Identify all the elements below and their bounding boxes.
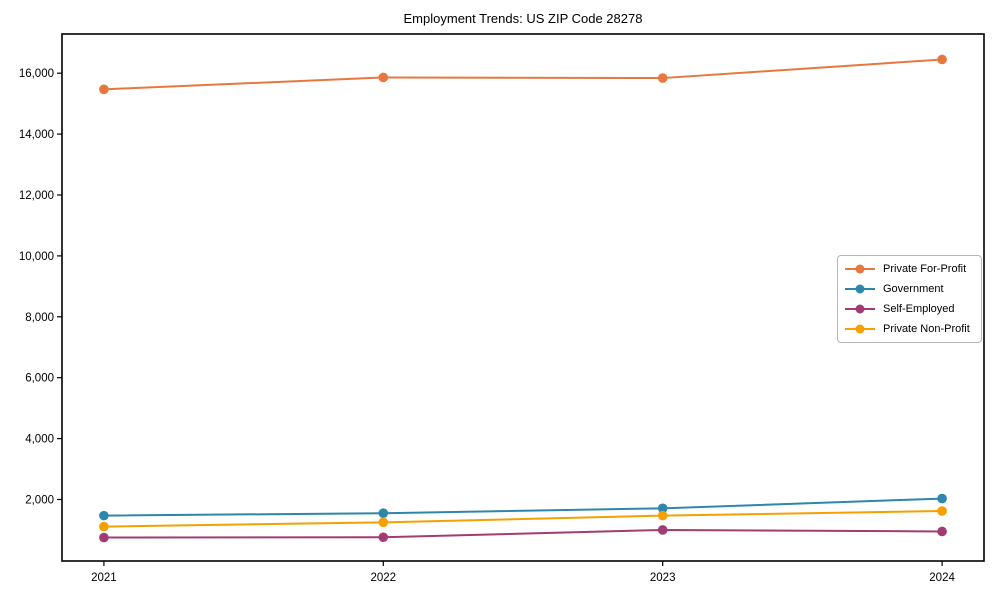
series-line-government <box>102 497 944 517</box>
data-point-private-for-profit-2021 <box>99 84 109 95</box>
y-tick-label: 14,000 <box>19 129 54 141</box>
data-point-private-non-profit-2024 <box>937 506 947 516</box>
series-line-private-for-profit <box>102 58 944 91</box>
data-point-government-2023 <box>657 503 668 514</box>
legend-marker-private-for-profit <box>845 264 875 274</box>
data-point-private-for-profit-2022 <box>378 72 389 83</box>
data-point-private-non-profit-2022 <box>378 517 389 528</box>
legend-label-self-employed: Self-Employed <box>883 303 955 315</box>
y-tick-label: 2,000 <box>25 494 54 506</box>
data-point-government-2021 <box>99 510 109 521</box>
x-tick-label: 2021 <box>91 572 117 584</box>
legend-item-private-non-profit: Private Non-Profit <box>845 319 981 339</box>
y-tick-label: 8,000 <box>25 312 54 324</box>
y-tick-label: 6,000 <box>25 373 54 385</box>
chart-title: Employment Trends: US ZIP Code 28278 <box>403 11 643 26</box>
y-tick-label: 16,000 <box>19 68 54 80</box>
data-point-self-employed-2022 <box>378 532 389 543</box>
data-point-private-non-profit-2021 <box>99 521 109 532</box>
x-tick-label: 2022 <box>371 572 397 584</box>
series-line-self-employed <box>102 528 944 539</box>
legend: Private For-Profit Government Self-Employe… <box>837 255 982 343</box>
legend-marker-government <box>845 284 875 294</box>
data-point-private-non-profit-2023 <box>657 510 668 521</box>
data-point-self-employed-2023 <box>657 525 668 535</box>
data-point-private-for-profit-2023 <box>657 73 668 83</box>
x-tick-label: 2023 <box>650 572 676 584</box>
legend-label-private-for-profit: Private For-Profit <box>883 263 967 275</box>
data-point-self-employed-2021 <box>99 532 109 543</box>
y-tick-label: 10,000 <box>19 251 54 263</box>
plot-box <box>61 33 985 562</box>
legend-dot-self-employed <box>855 304 865 314</box>
legend-dot-private-for-profit <box>855 264 865 274</box>
legend-label-private-non-profit: Private Non-Profit <box>883 323 970 335</box>
y-tick-label: 4,000 <box>25 434 54 446</box>
data-point-government-2022 <box>378 508 389 518</box>
legend-label-government: Government <box>883 283 944 295</box>
x-tick-label: 2024 <box>929 572 955 584</box>
legend-item-private-for-profit: Private For-Profit <box>845 259 981 279</box>
legend-marker-private-non-profit <box>845 324 875 334</box>
data-point-self-employed-2024 <box>937 526 947 537</box>
legend-item-government: Government <box>845 279 981 299</box>
data-point-government-2024 <box>937 493 947 504</box>
series-line-private-non-profit <box>102 510 944 528</box>
legend-item-self-employed: Self-Employed <box>845 299 981 319</box>
legend-dot-private-non-profit <box>855 324 865 334</box>
legend-dot-government <box>855 284 865 294</box>
legend-marker-self-employed <box>845 304 875 314</box>
data-point-private-for-profit-2024 <box>937 54 947 65</box>
y-tick-label: 12,000 <box>19 190 54 202</box>
